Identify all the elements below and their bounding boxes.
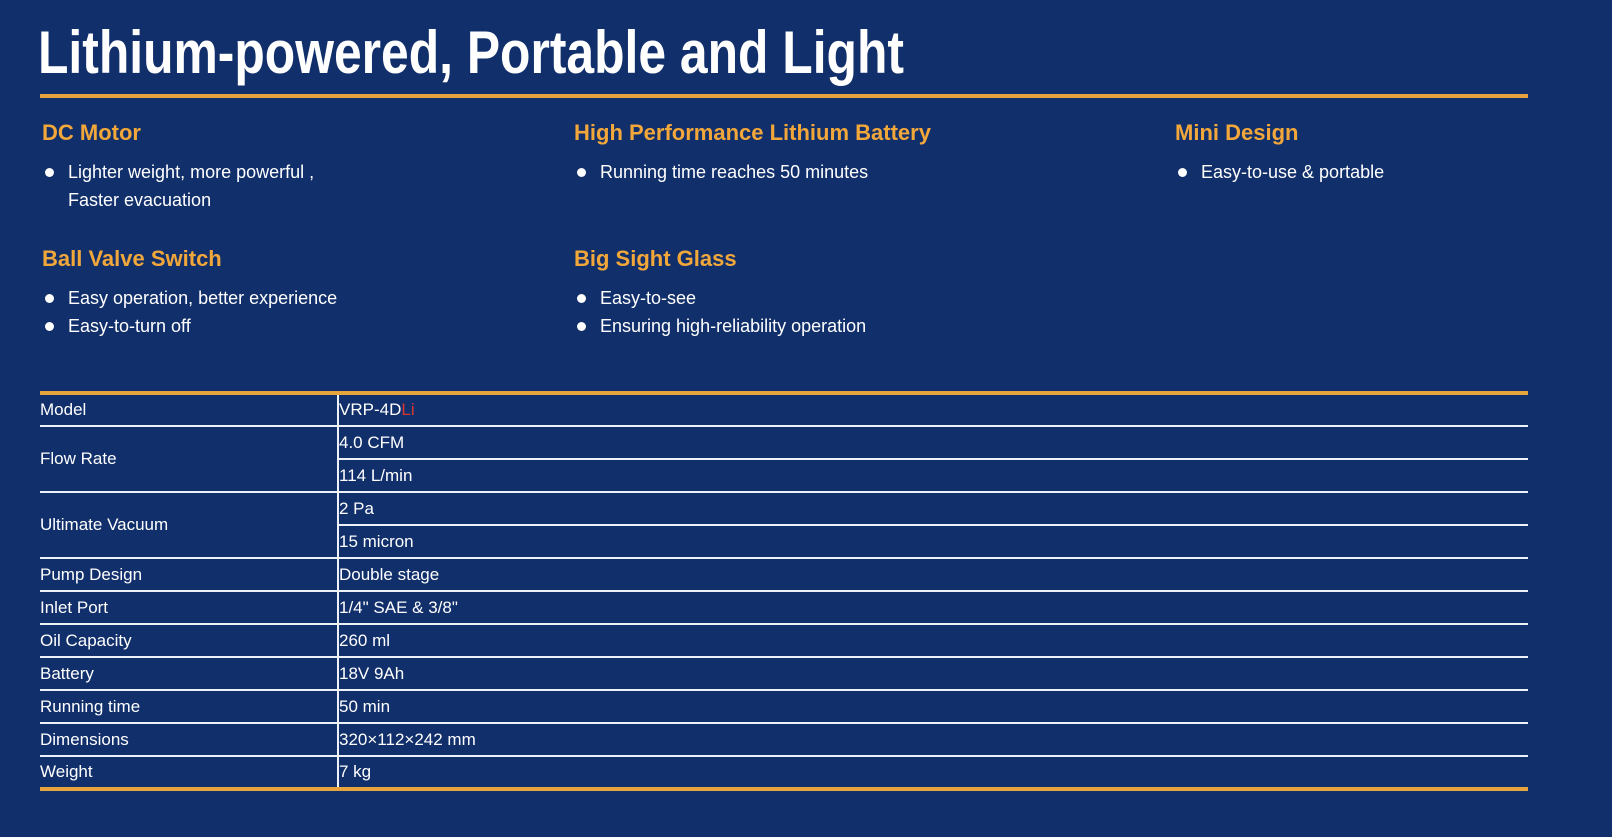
list-item-text: Easy-to-see [600, 284, 696, 312]
bullet-icon [45, 168, 54, 177]
list-item-line: Easy-to-use & portable [1201, 162, 1385, 182]
list-item-text: Ensuring high-reliability operation [600, 312, 866, 340]
feature-big-sight-glass: Big Sight Glass Easy-to-see Ensuring hig… [572, 246, 1173, 340]
bullet-icon [1178, 168, 1187, 177]
feature-heading-lithium-battery: High Performance Lithium Battery [574, 120, 931, 145]
bullet-icon [45, 322, 54, 331]
list-item-line: Easy-to-see [600, 288, 697, 308]
list-item: Ensuring high-reliability operation [572, 312, 1173, 340]
spec-value-vacuum-micron: 15 micron [338, 525, 1528, 559]
feature-section: DC Motor Lighter weight, more powerful ,… [0, 98, 1612, 340]
header-divider [40, 94, 1528, 98]
feature-dc-motor: DC Motor Lighter weight, more powerful ,… [40, 120, 572, 246]
spec-label-weight: Weight [40, 756, 339, 790]
list-item: Running time reaches 50 minutes [572, 158, 1173, 186]
spec-value-pump-design: Double stage [338, 558, 1528, 592]
table-row: Battery 18V 9Ah [40, 657, 1528, 691]
spec-value-oil-capacity: 260 ml [338, 624, 1528, 658]
list-item-text: Easy-to-use & portable [1201, 158, 1384, 186]
list-item: Easy operation, better experience [40, 284, 572, 312]
spec-value-inlet-port: 1/4" SAE & 3/8" [338, 591, 1528, 625]
table-row: 15 micron [40, 525, 1528, 559]
list-item-text: Running time reaches 50 minutes [600, 158, 868, 186]
header: Lithium-powered, Portable and Light [0, 0, 1612, 90]
spec-label-pump-design: Pump Design [40, 558, 339, 592]
table-row: Flow Rate 4.0 CFM [40, 426, 1528, 493]
list-item-text: Easy-to-turn off [68, 312, 191, 340]
feature-heading-ball-valve-switch: Ball Valve Switch [42, 246, 222, 271]
spec-label-dimensions: Dimensions [40, 723, 339, 757]
list-item-text: Easy operation, better experience [68, 284, 337, 312]
spec-label-flow-rate: Flow Rate [40, 426, 339, 493]
feature-heading-mini-design: Mini Design [1175, 120, 1299, 145]
feature-heading-big-sight-glass: Big Sight Glass [574, 246, 737, 271]
spec-label-battery: Battery [40, 657, 339, 691]
spec-table: Model VRP-4DLi Flow Rate 4.0 CFM 114 L/m… [40, 391, 1528, 791]
list-item-text: Lighter weight, more powerful , Faster e… [68, 158, 314, 214]
spec-value-flow-rate-cfm: 4.0 CFM [338, 426, 1528, 460]
page-title: Lithium-powered, Portable and Light [38, 19, 904, 86]
spec-label-oil-capacity: Oil Capacity [40, 624, 339, 658]
bullet-icon [577, 168, 586, 177]
spec-value-dimensions: 320×112×242 mm [338, 723, 1528, 757]
feature-lithium-battery: High Performance Lithium Battery Running… [572, 120, 1173, 246]
spec-value-flow-rate-lmin: 114 L/min [338, 459, 1528, 493]
spec-label-model: Model [40, 393, 339, 427]
spec-value-model: VRP-4DLi [338, 393, 1528, 427]
spec-value-weight: 7 kg [338, 756, 1528, 790]
list-item: Easy-to-see [572, 284, 1173, 312]
spec-value-battery: 18V 9Ah [338, 657, 1528, 691]
feature-heading-dc-motor: DC Motor [42, 120, 141, 145]
list-item-line: Easy operation, better experience [68, 288, 338, 308]
feature-mini-design: Mini Design Easy-to-use & portable [1173, 120, 1612, 246]
table-row: Inlet Port 1/4" SAE & 3/8" [40, 591, 1528, 625]
model-value-prefix: VRP-4D [339, 400, 402, 419]
feature-ball-valve-switch: Ball Valve Switch Easy operation, better… [40, 246, 572, 340]
spec-label-running-time: Running time [40, 690, 339, 724]
list-item-line: Faster evacuation [68, 190, 212, 210]
list-item: Lighter weight, more powerful , Faster e… [40, 158, 572, 214]
table-row: Weight 7 kg [40, 756, 1528, 790]
table-row: Running time 50 min [40, 690, 1528, 724]
spec-label-ultimate-vacuum: Ultimate Vacuum [40, 492, 339, 559]
model-value-li-suffix: Li [401, 400, 415, 419]
list-item-line: Ensuring high-reliability operation [600, 316, 867, 336]
list-item: Easy-to-use & portable [1173, 158, 1612, 186]
list-item-line: Running time reaches 50 minutes [600, 162, 869, 182]
list-item-line: Easy-to-turn off [68, 316, 191, 336]
bullet-icon [577, 322, 586, 331]
table-row: Model VRP-4DLi [40, 393, 1528, 427]
table-row: 114 L/min [40, 459, 1528, 493]
table-row: Oil Capacity 260 ml [40, 624, 1528, 658]
table-row: Pump Design Double stage [40, 558, 1528, 592]
list-item-line: Lighter weight, more powerful , [68, 162, 315, 182]
table-row: Ultimate Vacuum 2 Pa [40, 492, 1528, 559]
table-row: Dimensions 320×112×242 mm [40, 723, 1528, 757]
bullet-icon [45, 294, 54, 303]
spec-label-inlet-port: Inlet Port [40, 591, 339, 625]
spec-value-vacuum-pa: 2 Pa [338, 492, 1528, 526]
list-item: Easy-to-turn off [40, 312, 572, 340]
bullet-icon [577, 294, 586, 303]
spec-value-running-time: 50 min [338, 690, 1528, 724]
